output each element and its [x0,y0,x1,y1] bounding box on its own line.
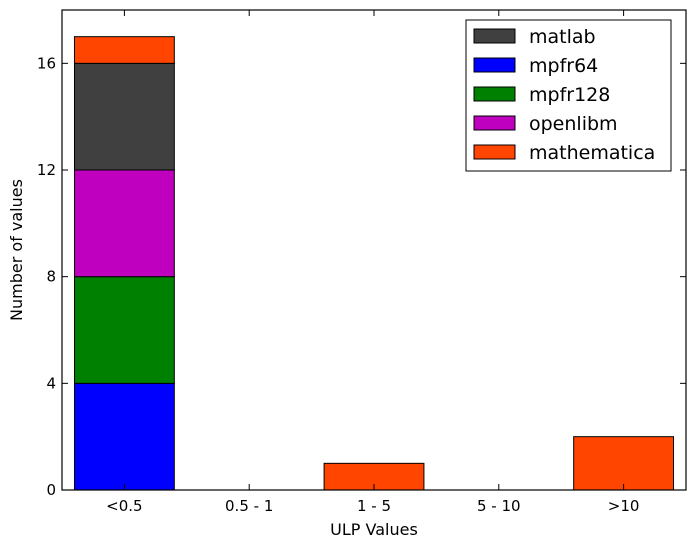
bar-mpfr64-0 [73,382,175,491]
legend-label-mathematica: mathematica [529,142,655,164]
y-tick-label: 8 [46,268,56,286]
y-axis-label: Number of values [7,179,26,321]
legend-label-mpfr64: mpfr64 [529,55,598,77]
ticks-layer: 0 4 8 12 16 <0.5 0.5 - 1 1 - 5 5 - 10 >10 [37,10,686,515]
bar-openlibm-0 [73,169,175,278]
legend-swatch-matlab [473,28,516,44]
y-tick-label: 4 [46,374,56,392]
x-axis-label: ULP Values [330,520,418,539]
bars-layer [73,36,675,491]
legend-label-openlibm: openlibm [529,113,618,135]
bar-mpfr128-0 [73,276,175,384]
legend-swatch-mpfr64 [473,57,516,73]
legend-swatch-mpfr128 [473,86,516,102]
legend-label-matlab: matlab [529,26,596,48]
bar-matlab-0 [73,62,175,171]
x-tick-label: 5 - 10 [477,497,521,515]
x-tick-label: 0.5 - 1 [225,497,273,515]
legend-swatch-mathematica [473,144,516,160]
x-tick-label: 1 - 5 [357,497,391,515]
legend-swatch-openlibm [473,115,516,131]
bar-mathematica-4 [573,436,675,491]
x-tick-label: >10 [608,497,640,515]
bar-mathematica-0 [73,36,175,64]
x-tick-label: <0.5 [106,497,142,515]
y-tick-label: 16 [37,54,56,72]
y-tick-label: 0 [46,481,56,499]
y-tick-label: 12 [37,161,56,179]
legend: matlab mpfr64 mpfr128 openlibm mathematica [465,19,672,172]
legend-label-mpfr128: mpfr128 [529,84,610,106]
